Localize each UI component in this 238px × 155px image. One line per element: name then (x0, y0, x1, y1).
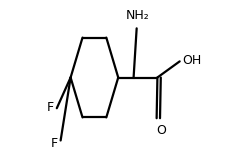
Text: F: F (51, 137, 58, 150)
Text: OH: OH (182, 54, 201, 67)
Text: F: F (47, 101, 54, 114)
Text: O: O (156, 124, 166, 137)
Text: NH₂: NH₂ (126, 9, 149, 22)
